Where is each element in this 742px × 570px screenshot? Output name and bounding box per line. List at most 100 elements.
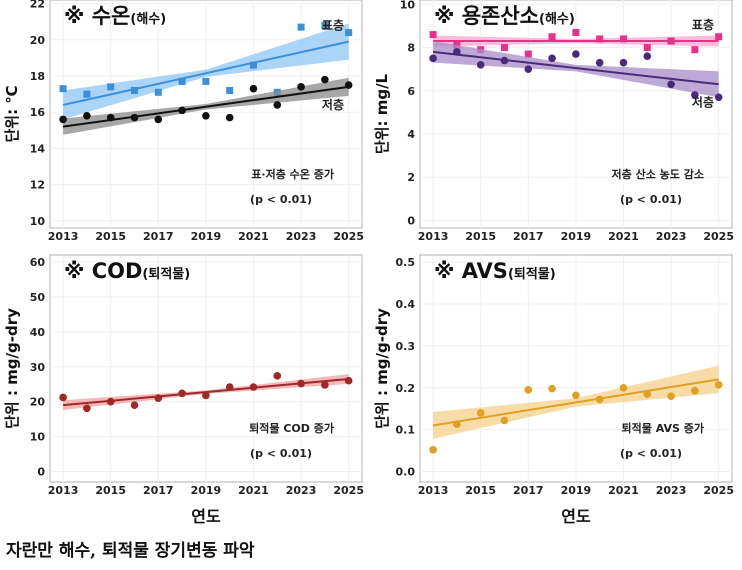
- data-point: [548, 384, 556, 393]
- data-point: [225, 383, 234, 391]
- data-point: [548, 33, 556, 41]
- data-point: [500, 416, 509, 425]
- y-axis-label: 단위: mg/L: [373, 73, 391, 154]
- x-tick-label: 2019: [561, 230, 592, 243]
- data-point: [130, 86, 138, 94]
- data-point: [178, 77, 186, 85]
- data-point: [154, 394, 163, 402]
- x-tick-label: 2015: [465, 230, 496, 243]
- x-tick-label: 2023: [286, 484, 317, 497]
- y-tick-label: 16: [30, 106, 46, 119]
- data-point: [83, 90, 91, 98]
- data-point: [178, 389, 186, 398]
- x-tick-label: 2013: [418, 484, 449, 497]
- data-point: [572, 391, 580, 400]
- x-tick-label: 2015: [95, 484, 126, 497]
- x-tick-label: 2017: [513, 230, 544, 243]
- x-tick-label: 2023: [286, 230, 317, 243]
- y-tick-label: 0.5: [396, 256, 416, 269]
- y-tick-label: 4: [407, 128, 415, 141]
- x-tick-label: 2013: [418, 230, 449, 243]
- annotation-text: 표·저층 수온 증가: [251, 167, 334, 181]
- data-point: [619, 35, 627, 43]
- y-tick-label: 20: [30, 34, 46, 47]
- series-2: 저층: [59, 75, 353, 135]
- data-point: [273, 101, 282, 109]
- y-tick-label: 2: [407, 171, 415, 184]
- x-tick-label: 2025: [703, 230, 734, 243]
- data-point: [429, 31, 437, 39]
- data-point: [691, 386, 699, 395]
- y-axis-label: 단위 : mg/g-dry: [3, 308, 21, 429]
- annotation-text: 퇴적물 AVS 증가: [622, 421, 704, 435]
- data-point: [691, 46, 699, 54]
- data-point: [714, 93, 723, 102]
- x-tick-label: 2017: [143, 230, 174, 243]
- y-tick-label: 10: [30, 431, 46, 444]
- y-tick-label: 0.1: [396, 424, 416, 437]
- data-point: [106, 113, 115, 122]
- data-point: [130, 401, 139, 409]
- confidence-band: [63, 23, 349, 120]
- y-tick-label: 0: [37, 466, 45, 479]
- y-tick-label: 40: [30, 326, 46, 339]
- x-tick-label: 2021: [608, 484, 639, 497]
- series-1: [429, 365, 723, 454]
- data-point: [429, 445, 437, 454]
- y-tick-label: 8: [407, 42, 415, 55]
- x-axis-label: 연도: [191, 507, 221, 526]
- series-1: 표층: [429, 17, 723, 58]
- x-tick-label: 2017: [513, 484, 544, 497]
- data-point: [202, 77, 210, 85]
- data-point: [596, 35, 604, 43]
- data-point: [524, 386, 533, 394]
- data-point: [297, 379, 305, 388]
- data-point: [202, 112, 210, 120]
- x-tick-label: 2021: [238, 230, 269, 243]
- y-tick-label: 0.4: [396, 298, 416, 311]
- x-tick-label: 2017: [143, 484, 174, 497]
- annotation-pvalue: (p < 0.01): [620, 193, 682, 206]
- x-tick-label: 2013: [48, 230, 79, 243]
- data-point: [59, 393, 67, 402]
- data-point: [667, 37, 675, 45]
- data-point: [619, 58, 628, 67]
- panel-title-sub: (퇴적물): [508, 266, 556, 282]
- y-tick-label: 14: [30, 142, 46, 155]
- data-point: [595, 395, 604, 404]
- data-point: [715, 33, 723, 41]
- chart-panel-1: 10 12 14 16 18 20 22 2013 2015 2017 2019 2021 2023 20…: [3, 0, 364, 243]
- data-point: [344, 376, 353, 385]
- data-point: [572, 50, 580, 58]
- x-tick-label: 2023: [656, 230, 687, 243]
- x-tick-label: 2025: [333, 230, 364, 243]
- data-point: [595, 58, 604, 67]
- data-point: [202, 391, 210, 400]
- annotation-text: 퇴적물 COD 증가: [249, 421, 334, 435]
- chart-panel-4: 0.0 0.1 0.2 0.3 0.4 0.5 2013 2015 2017 2019 2021 20…: [373, 254, 734, 526]
- x-tick-label: 2019: [561, 484, 592, 497]
- data-point: [321, 381, 329, 389]
- panel-title-sub: (해수): [539, 11, 575, 27]
- y-tick-label: 60: [30, 256, 46, 269]
- confidence-band: [433, 41, 719, 98]
- data-point: [59, 115, 67, 124]
- data-point: [178, 106, 186, 115]
- x-tick-label: 2015: [95, 230, 126, 243]
- series-label: 저층: [692, 94, 714, 109]
- data-point: [643, 44, 651, 52]
- y-tick-label: 0: [407, 214, 415, 227]
- data-point: [321, 75, 329, 84]
- y-tick-label: 0.0: [396, 466, 416, 479]
- data-point: [500, 56, 509, 65]
- data-point: [273, 372, 282, 380]
- series-label: 표층: [692, 17, 714, 32]
- x-tick-label: 2023: [656, 484, 687, 497]
- data-point: [524, 65, 533, 73]
- annotation-text: 저층 산소 농도 감소: [612, 167, 704, 181]
- y-tick-label: 10: [400, 0, 416, 11]
- data-point: [107, 83, 115, 91]
- x-tick-label: 2025: [333, 484, 364, 497]
- data-point: [297, 83, 305, 91]
